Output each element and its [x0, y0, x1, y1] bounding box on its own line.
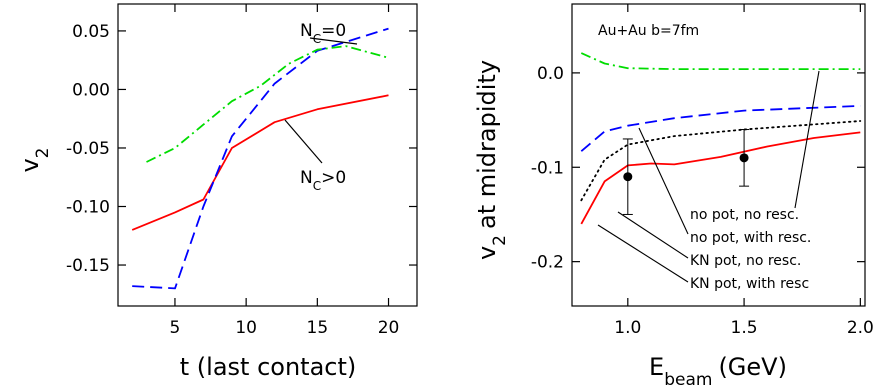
right-y-axis-label-main: v: [473, 246, 501, 260]
legend-kn-pot-no-resc: KN pot, no resc.: [690, 253, 801, 269]
left-y-tick-label: -0.10: [66, 198, 110, 218]
left-series-line-2: [146, 45, 389, 163]
right-y-tick-label: -0.1: [531, 158, 564, 178]
right-x-tick-label: 1.5: [731, 318, 758, 338]
left-y-tick-label: 0.00: [72, 80, 110, 100]
right-x-tick-label: 2.0: [847, 318, 873, 338]
label-nc-positive-leader: [284, 119, 323, 164]
left-panel: 5 10 15 200.050.00-0.05-0.10-0.15 NC=0 NC>0…: [16, 3, 418, 381]
left-y-axis-label: v2: [16, 147, 53, 172]
leader-kn-pot-with-resc: [597, 224, 689, 283]
label-nc-positive-main: N: [300, 168, 313, 188]
legend-kn-pot-with-resc: KN pot, with resc: [690, 276, 809, 292]
right-y-tick-label: -0.2: [531, 253, 564, 273]
collision-annotation: Au+Au b=7fm: [598, 23, 699, 39]
right-y-axis-label-rest: at midrapidity: [473, 60, 501, 229]
left-axis-ticks: 5 10 15 20 0.05 0.00 -0.05 -0.10 -0.15: [66, 4, 417, 338]
left-plot-frame: [117, 3, 418, 307]
right-series-line-1: [580, 105, 861, 152]
left-y-axis-label-sub: 2: [33, 147, 53, 158]
left-x-tick-label: 10: [235, 318, 257, 338]
right-axis-ticks: 1.0 1.5 2.0 0.0 -0.1 -0.2: [531, 4, 873, 338]
left-series-group: [131, 27, 389, 290]
left-series-line-0: [131, 94, 389, 231]
right-x-axis-label: Ebeam (GeV): [649, 353, 787, 387]
right-panel: 1.0 1.5 2.0 0.0 -0.1 -0.2 Au+Au b=7fm no pot,…: [473, 3, 873, 387]
right-x-axis-label-sub: beam: [664, 370, 712, 387]
left-x-tick-label: 5: [170, 318, 181, 338]
legend-no-pot-no-resc: no pot, no resc.: [690, 207, 799, 223]
left-y-tick-label: -0.15: [66, 256, 110, 276]
right-series-line-2: [580, 120, 862, 202]
label-nc-zero-leader: [309, 37, 358, 45]
right-y-axis-label-sub: 2: [490, 235, 510, 246]
right-series-group: [580, 52, 862, 225]
left-y-axis-label-main: v: [16, 158, 44, 172]
left-series-line-1: [132, 27, 389, 290]
right-data-point: [623, 172, 633, 182]
left-x-tick-label: 20: [378, 318, 400, 338]
label-nc-positive: NC>0: [300, 168, 346, 193]
label-nc-zero-main: N: [300, 21, 313, 41]
left-x-tick-label: 15: [307, 318, 329, 338]
right-x-tick-label: 1.0: [614, 318, 641, 338]
left-y-tick-label: -0.05: [66, 139, 110, 159]
leader-kn-pot-no-resc: [617, 211, 689, 259]
right-x-axis-label-rest: (GeV): [718, 353, 787, 381]
label-nc-positive-sub: C: [313, 179, 321, 193]
right-y-axis-label: v2 at midrapidity: [473, 60, 510, 260]
leader-no-pot-with-resc: [638, 127, 689, 235]
right-data-point: [739, 153, 749, 163]
right-plot-frame: [571, 3, 866, 307]
right-series-line-0: [580, 52, 861, 70]
right-series-line-3: [580, 131, 861, 225]
label-nc-zero-rest: =0: [321, 21, 346, 41]
right-legend: no pot, no resc. no pot, with resc. KN p…: [597, 70, 820, 292]
legend-no-pot-with-resc: no pot, with resc.: [690, 230, 811, 246]
label-nc-positive-rest: >0: [321, 168, 346, 188]
right-x-axis-label-main: E: [649, 353, 664, 381]
left-x-axis-label: t (last contact): [180, 353, 357, 381]
right-y-tick-label: 0.0: [537, 64, 564, 84]
leader-no-pot-no-resc: [794, 70, 820, 209]
left-y-tick-label: 0.05: [72, 22, 110, 42]
